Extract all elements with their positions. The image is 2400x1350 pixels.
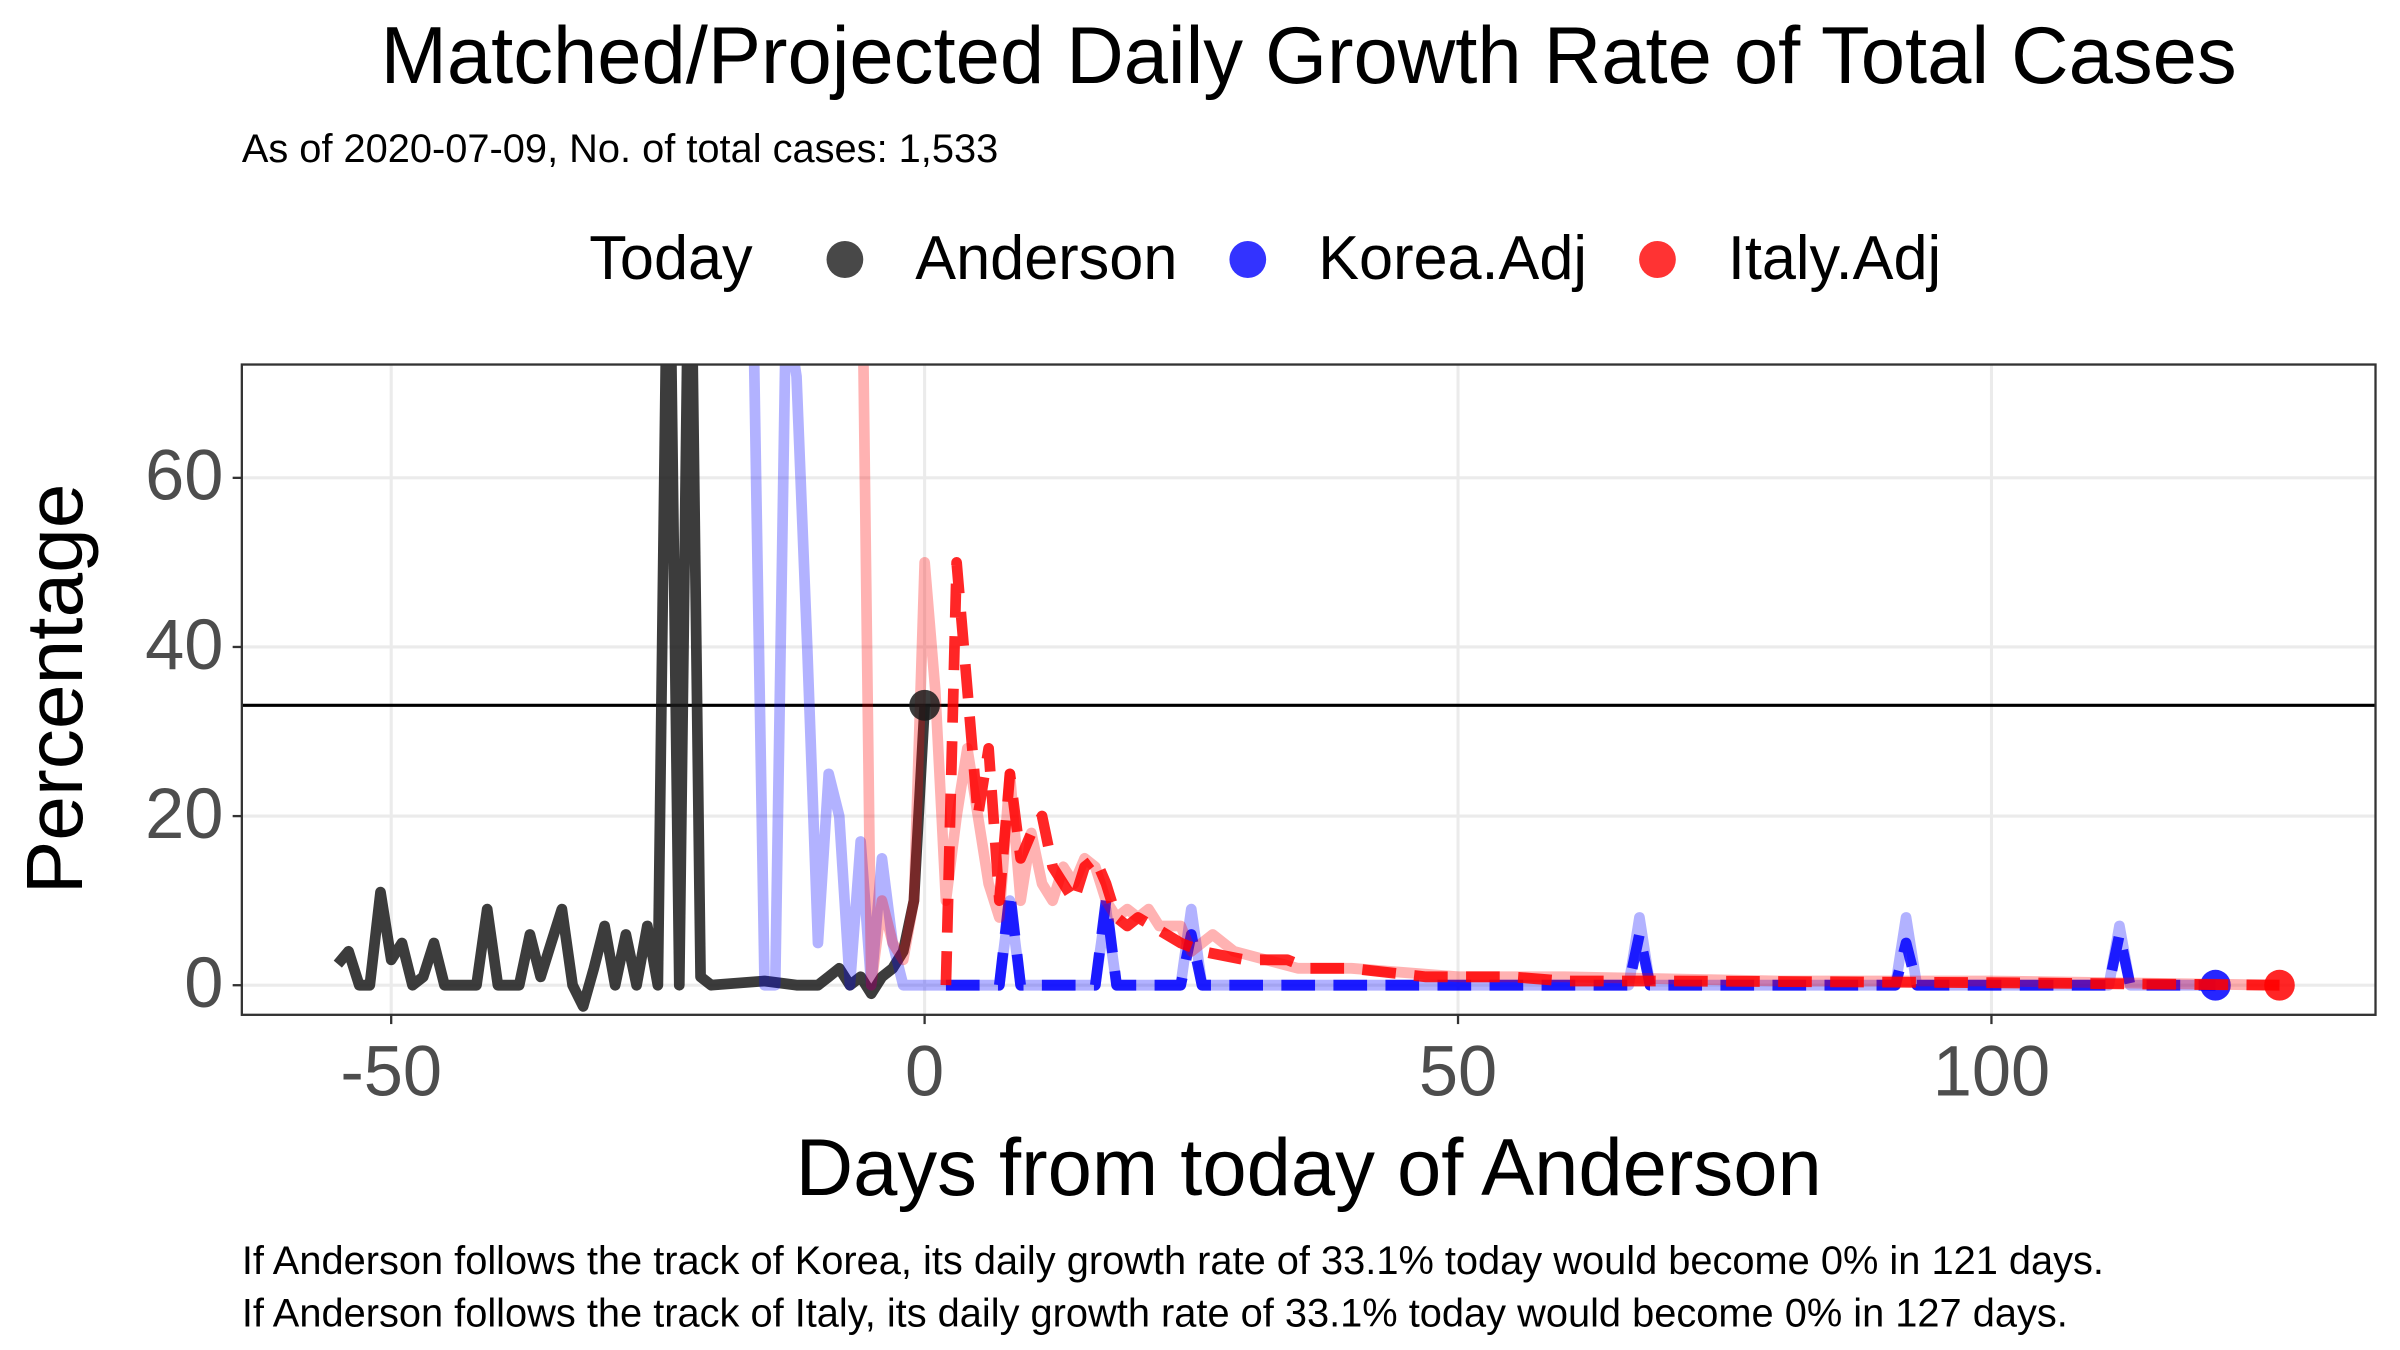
chart-subtitle: As of 2020-07-09, No. of total cases: 1,… (242, 127, 998, 171)
x-axis-title: Days from today of Anderson (796, 1123, 1822, 1212)
footnote: If Anderson follows the track of Italy, … (242, 1291, 2068, 1335)
legend-label: Anderson (915, 224, 1177, 293)
x-tick-label: 0 (905, 1031, 944, 1110)
today-marker (909, 689, 940, 721)
legend-label: Italy.Adj (1728, 224, 1941, 293)
y-tick-label: 40 (145, 605, 223, 684)
legend-marker (826, 240, 864, 279)
y-axis-title: Percentage (11, 484, 100, 895)
x-tick-label: -50 (340, 1031, 442, 1110)
axes: -50 0 50 100 0 20 40 60 (145, 435, 2050, 1110)
plot-area (241, 364, 2376, 1015)
y-tick-label: 20 (145, 774, 223, 853)
end-marker (2264, 969, 2295, 1001)
legend-marker (1639, 240, 1676, 279)
chart-title: Matched/Projected Daily Growth Rate of T… (381, 11, 2237, 100)
series-line (333, 364, 930, 1012)
series-line (940, 556, 2280, 991)
series-line (945, 886, 2216, 991)
legend-label: Korea.Adj (1318, 224, 1587, 293)
x-tick-label: 100 (1933, 1031, 2050, 1110)
legend-marker (1229, 240, 1267, 279)
legend-title: Today (589, 224, 753, 293)
y-tick-label: 0 (184, 943, 223, 1022)
plot-border (240, 363, 2377, 1016)
x-tick-label: 50 (1419, 1031, 1497, 1110)
y-tick-label: 60 (145, 435, 223, 514)
footnote: If Anderson follows the track of Korea, … (242, 1239, 2104, 1283)
